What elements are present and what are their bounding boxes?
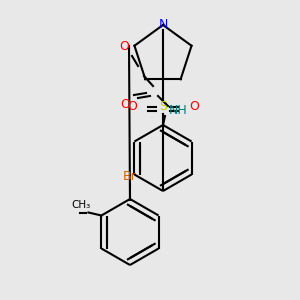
Text: O: O [127,100,137,113]
Text: O: O [120,98,130,110]
Text: O: O [189,100,199,113]
Text: O: O [119,40,129,52]
Text: Br: Br [123,169,137,182]
Text: NH: NH [169,104,188,118]
Text: N: N [158,19,168,32]
Text: S: S [159,100,167,113]
Text: CH₃: CH₃ [72,200,91,209]
